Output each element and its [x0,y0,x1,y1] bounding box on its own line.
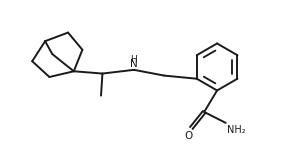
Text: O: O [185,131,193,141]
Text: H: H [130,55,137,64]
Text: N: N [130,59,138,69]
Text: NH₂: NH₂ [227,125,246,135]
